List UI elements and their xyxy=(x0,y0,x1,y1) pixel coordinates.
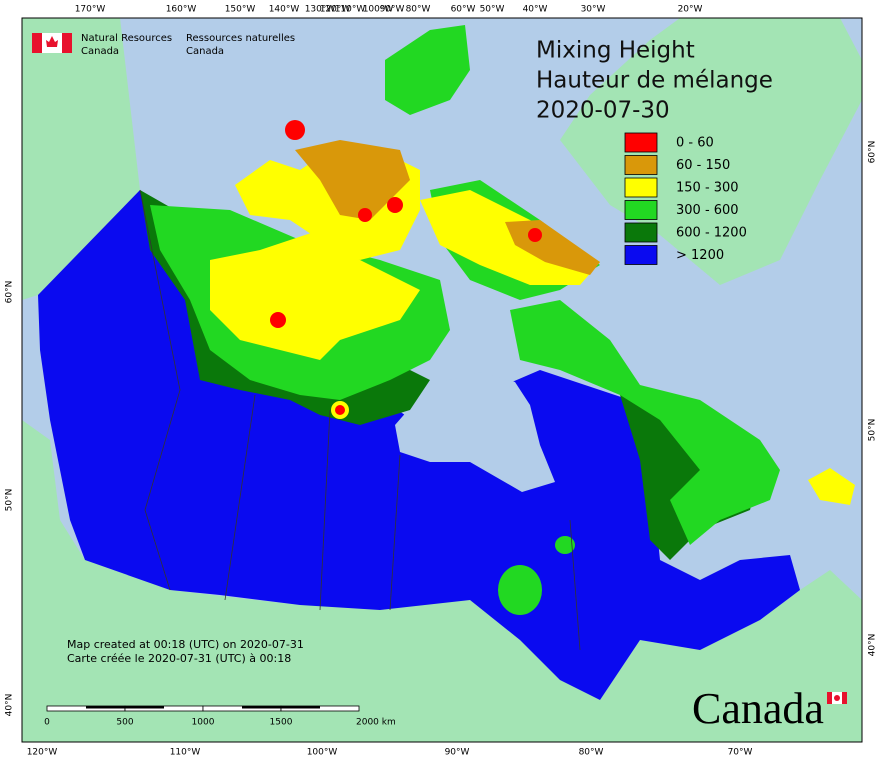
low-spot xyxy=(335,405,345,415)
graticule-top: 60°W xyxy=(451,5,476,15)
region-nl-yellow xyxy=(808,468,855,505)
graticule-top: 150°W xyxy=(225,5,256,15)
legend-label: 60 - 150 xyxy=(676,158,730,173)
graticule-top: 20°W xyxy=(678,5,703,15)
footer-note: Map created at 00:18 (UTC) on 2020-07-31 xyxy=(67,638,304,651)
borders xyxy=(389,454,401,611)
agency-fr: Canada xyxy=(186,46,224,57)
graticule-top: 100°W xyxy=(363,5,394,15)
graticule-bottom: 80°W xyxy=(579,748,604,758)
legend-swatch xyxy=(624,155,658,175)
scale-label: 2000 km xyxy=(356,718,396,728)
graticule-right: 40°N xyxy=(868,634,878,657)
scale-label: 500 xyxy=(116,718,133,728)
legend-label: 0 - 60 xyxy=(676,136,714,151)
map-title: Mixing Height xyxy=(536,38,695,64)
flag-bar xyxy=(32,33,42,53)
scale-label: 1500 xyxy=(270,718,293,728)
region-150-300 xyxy=(210,230,420,360)
graticule-right: 50°N xyxy=(868,419,878,442)
wordmark: Canada xyxy=(692,684,824,733)
flag-bar xyxy=(62,33,72,53)
graticule-bottom: 90°W xyxy=(445,748,470,758)
region-quebec-600 xyxy=(620,395,760,560)
legend-swatch xyxy=(624,132,658,153)
graticule-top: 120°W xyxy=(320,5,351,15)
graticule-top: 80°W xyxy=(406,5,431,15)
legend-label: 150 - 300 xyxy=(676,181,739,196)
graticule-left: 50°N xyxy=(5,489,15,512)
region-arctic-orange xyxy=(295,140,410,220)
wordmark-leaf xyxy=(834,695,840,701)
graticule-top: 160°W xyxy=(166,5,197,15)
borders xyxy=(319,409,331,611)
legend-label: 300 - 600 xyxy=(676,203,739,218)
graticule-top: 40°W xyxy=(523,5,548,15)
graticule-bottom: 70°W xyxy=(728,748,753,758)
low-spot xyxy=(528,228,542,242)
graticule-top: 90°W xyxy=(380,5,405,15)
map-frame xyxy=(21,17,863,743)
graticule-top: 50°W xyxy=(480,5,505,15)
region-quebec-300 xyxy=(510,300,780,545)
borders xyxy=(224,394,256,601)
graticule-top: 170°W xyxy=(75,5,106,15)
flag-leaf xyxy=(46,36,58,47)
region-spot xyxy=(555,536,575,554)
legend-label: 600 - 1200 xyxy=(676,226,747,241)
scale-label: 1000 xyxy=(192,718,215,728)
scale-label: 0 xyxy=(44,718,50,728)
alaska xyxy=(22,18,140,300)
labels: Natural Resources Canada Ressources nature… xyxy=(5,5,878,758)
legend-label: > 1200 xyxy=(676,248,724,263)
agency-en: Natural Resources xyxy=(81,33,172,44)
region-superior xyxy=(498,565,542,615)
agency-en: Canada xyxy=(81,46,119,57)
low-spot xyxy=(285,120,305,140)
graticule-bottom: 120°W xyxy=(27,748,58,758)
map-title: 2020-07-30 xyxy=(536,98,670,124)
map-title: Hauteur de mélange xyxy=(536,68,773,94)
hudson-bay xyxy=(395,372,555,492)
scale-segment-half xyxy=(86,706,125,709)
scale-segment-half xyxy=(242,706,281,709)
graticule-bottom: 110°W xyxy=(170,748,201,758)
low-spot xyxy=(387,197,403,213)
legend-swatch xyxy=(624,200,658,220)
legend-swatch xyxy=(624,222,658,243)
graticule-top: 140°W xyxy=(269,5,300,15)
graticule-bottom: 100°W xyxy=(307,748,338,758)
low-spot xyxy=(270,312,286,328)
borders xyxy=(569,519,581,651)
graticule-left: 60°N xyxy=(5,281,15,304)
frame-border xyxy=(21,17,863,743)
scale-segment-half xyxy=(281,706,320,709)
borders xyxy=(139,189,181,591)
graticule-left: 40°N xyxy=(5,694,15,717)
legend-swatch xyxy=(624,245,658,265)
usa xyxy=(22,420,862,742)
graticule-top: 130°W xyxy=(305,5,336,15)
legend-swatch xyxy=(624,177,658,198)
graticule-top: 30°W xyxy=(581,5,606,15)
graticule-right: 60°N xyxy=(868,141,878,164)
logo-flag xyxy=(32,33,72,53)
graticule-top: 110°W xyxy=(335,5,366,15)
region-ellesmere xyxy=(385,25,470,115)
footer-note: Carte créée le 2020-07-31 (UTC) à 00:18 xyxy=(67,652,291,665)
agency-fr: Ressources naturelles xyxy=(186,33,295,44)
scale-segment-half xyxy=(125,706,164,709)
low-spot xyxy=(358,208,372,222)
